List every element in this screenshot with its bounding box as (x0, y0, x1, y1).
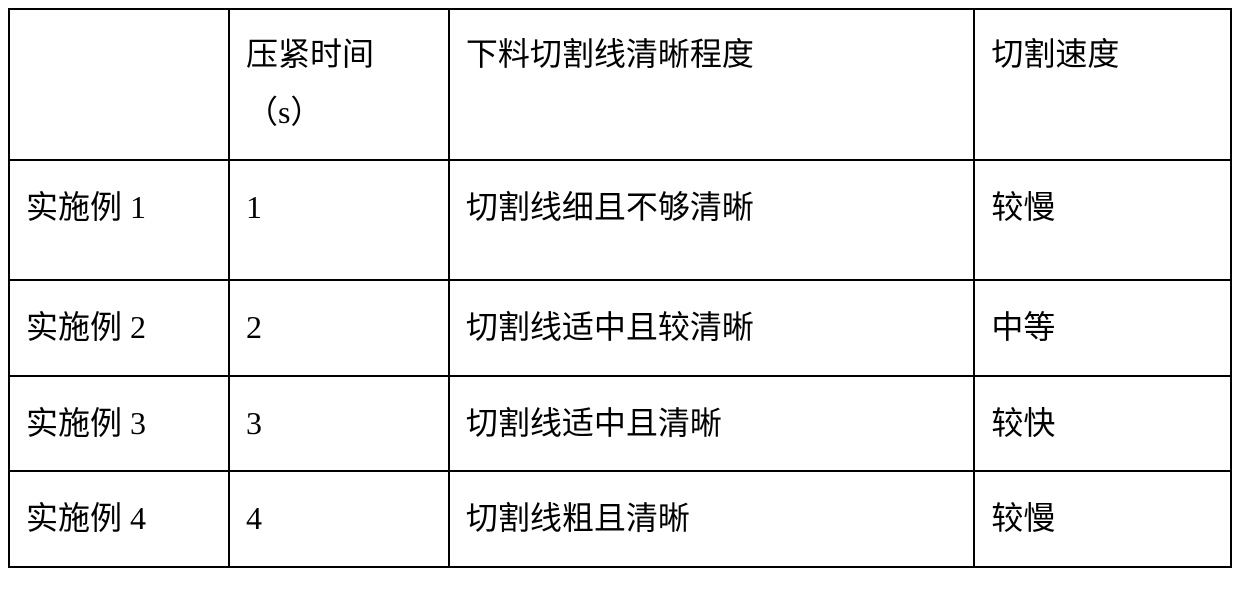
header-cell-3: 切割速度 (974, 9, 1231, 160)
table-row: 实施例 4 4 切割线粗且清晰 较慢 (9, 471, 1231, 567)
table-row: 实施例 3 3 切割线适中且清晰 较快 (9, 376, 1231, 472)
table-cell: 实施例 4 (9, 471, 229, 567)
header-cell-2: 下料切割线清晰程度 (449, 9, 974, 160)
data-table: 压紧时间（s） 下料切割线清晰程度 切割速度 实施例 1 1 切割线细且不够清晰… (8, 8, 1232, 568)
table-cell: 3 (229, 376, 449, 472)
table-cell: 切割线适中且较清晰 (449, 280, 974, 376)
header-cell-0 (9, 9, 229, 160)
table-row: 实施例 1 1 切割线细且不够清晰 较慢 (9, 160, 1231, 280)
table-cell: 2 (229, 280, 449, 376)
table-cell: 较慢 (974, 471, 1231, 567)
table-cell: 中等 (974, 280, 1231, 376)
table-cell: 切割线细且不够清晰 (449, 160, 974, 280)
table-cell: 较快 (974, 376, 1231, 472)
table-cell: 实施例 1 (9, 160, 229, 280)
header-cell-1: 压紧时间（s） (229, 9, 449, 160)
table-cell: 切割线适中且清晰 (449, 376, 974, 472)
table-cell: 实施例 2 (9, 280, 229, 376)
table-header-row: 压紧时间（s） 下料切割线清晰程度 切割速度 (9, 9, 1231, 160)
table-body: 压紧时间（s） 下料切割线清晰程度 切割速度 实施例 1 1 切割线细且不够清晰… (9, 9, 1231, 567)
table-cell: 切割线粗且清晰 (449, 471, 974, 567)
table-cell: 4 (229, 471, 449, 567)
table-cell: 1 (229, 160, 449, 280)
table-row: 实施例 2 2 切割线适中且较清晰 中等 (9, 280, 1231, 376)
table-cell: 较慢 (974, 160, 1231, 280)
table-cell: 实施例 3 (9, 376, 229, 472)
